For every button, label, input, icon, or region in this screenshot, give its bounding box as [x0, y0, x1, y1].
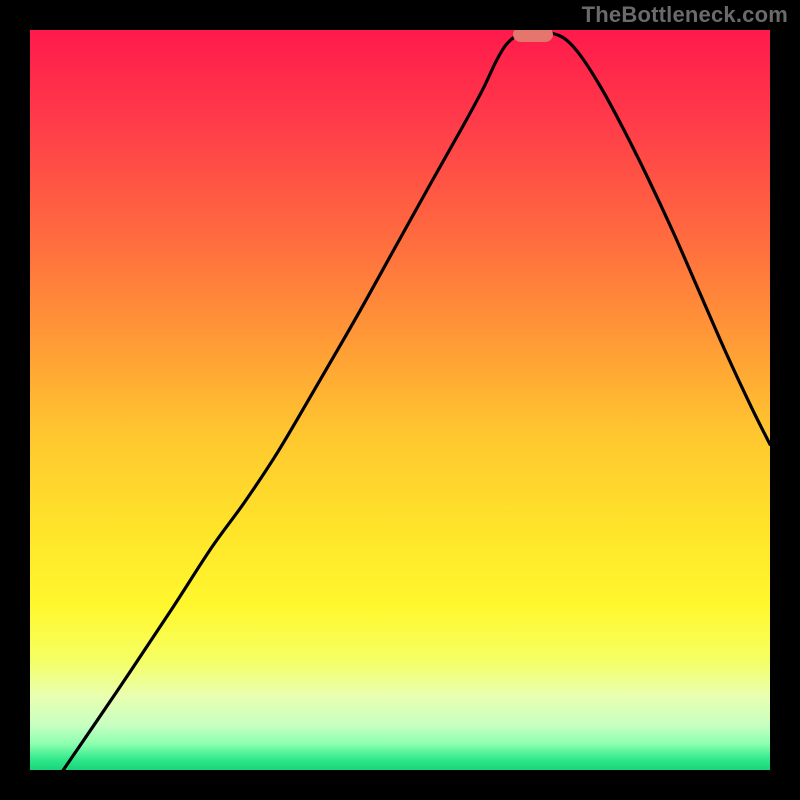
chart-curve-svg [30, 30, 770, 770]
chart-outer-frame: TheBottleneck.com [0, 0, 800, 800]
optimal-point-marker [513, 30, 553, 42]
chart-plot-area [30, 30, 770, 770]
watermark-text: TheBottleneck.com [582, 2, 788, 28]
bottleneck-curve [63, 32, 770, 770]
